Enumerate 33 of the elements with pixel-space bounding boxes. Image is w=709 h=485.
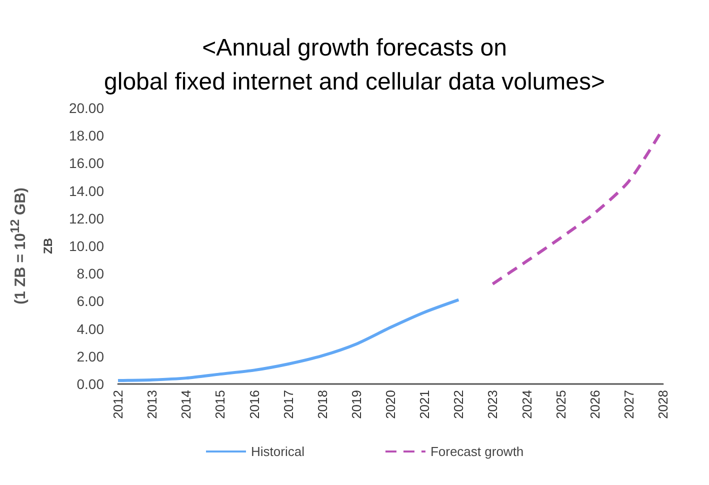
x-tick-label: 2026 xyxy=(587,390,602,419)
x-tick-label: 2015 xyxy=(212,390,228,419)
x-tick-label: 2016 xyxy=(246,390,262,419)
y-tick-label: 18.00 xyxy=(68,128,104,144)
y-tick-label: 2.00 xyxy=(76,348,104,364)
legend-label: Historical xyxy=(251,444,305,459)
x-tick-label: 2017 xyxy=(280,390,296,419)
x-tick-label: 2018 xyxy=(314,390,330,419)
x-tick-label: 2023 xyxy=(485,390,500,419)
y-tick-label: 10.00 xyxy=(68,238,104,254)
y-tick-label: 4.00 xyxy=(76,320,104,337)
x-tick-label: 2020 xyxy=(383,390,398,419)
y-tick-label: 16.00 xyxy=(68,155,104,172)
x-tick-label: 2027 xyxy=(621,390,636,419)
y-tick-label: 14.00 xyxy=(68,182,104,199)
y-tick-label: 8.00 xyxy=(76,266,104,282)
x-tick-label: 2014 xyxy=(178,390,194,419)
x-tick-label: 2019 xyxy=(348,390,364,419)
chart-title: <Annual growth forecasts on global fixed internet and cellular data volumes> xyxy=(104,34,605,96)
y-tick-label: 12.00 xyxy=(68,210,104,226)
legend-label: Forecast growth xyxy=(430,444,524,459)
y-tick-label: 0.00 xyxy=(76,376,104,392)
y-tick-label: 20.00 xyxy=(68,100,104,116)
x-tick-label: 2021 xyxy=(417,390,432,419)
line-series xyxy=(116,298,460,382)
x-tick-label: 2013 xyxy=(144,390,160,419)
x-tick-label: 2028 xyxy=(656,390,670,419)
x-tick-label: 2022 xyxy=(451,390,466,419)
y-axis-title: ZB xyxy=(41,238,55,254)
x-tick-label: 2024 xyxy=(519,390,534,419)
x-tick-label: 2025 xyxy=(553,390,568,419)
y-tick-label: 6.00 xyxy=(76,293,104,310)
x-tick-label: 2012 xyxy=(110,390,126,419)
